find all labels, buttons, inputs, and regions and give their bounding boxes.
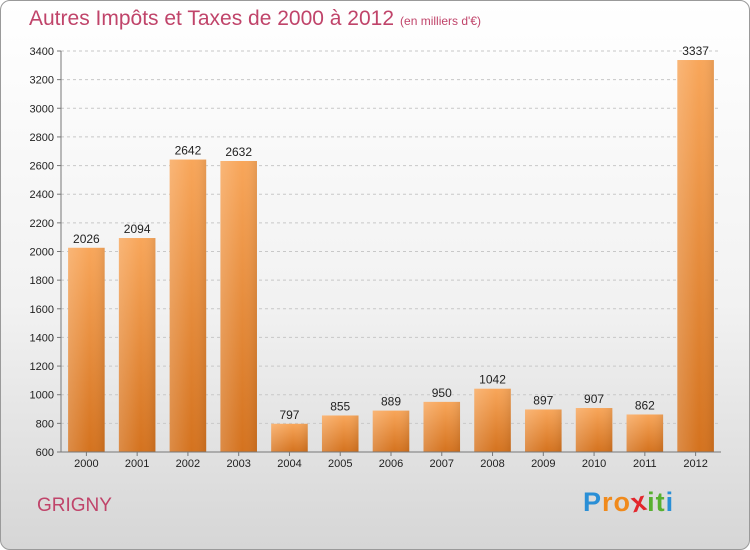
bar-value-label: 2094 bbox=[124, 222, 151, 236]
y-tick-label: 3000 bbox=[30, 103, 54, 115]
y-tick-label: 1800 bbox=[30, 275, 54, 287]
logo-letter: P bbox=[583, 487, 603, 517]
y-tick-label: 3200 bbox=[30, 75, 54, 87]
logo-letter: r bbox=[602, 487, 614, 517]
proxiti-logo[interactable]: Proxiti bbox=[583, 486, 675, 519]
bar-value-label: 897 bbox=[533, 393, 553, 407]
y-tick-label: 1400 bbox=[30, 332, 54, 344]
bar-value-label: 3337 bbox=[682, 44, 709, 58]
chart-subtitle: (en milliers d'€) bbox=[400, 14, 482, 28]
x-tick-label: 2008 bbox=[480, 458, 504, 470]
bar-value-label: 2026 bbox=[73, 232, 100, 246]
y-tick-label: 1200 bbox=[30, 361, 54, 373]
x-tick-label: 2003 bbox=[226, 458, 250, 470]
x-tick-label: 2001 bbox=[125, 458, 149, 470]
bar-value-label: 862 bbox=[635, 398, 655, 412]
chart-title-text: Autres Impôts et Taxes de 2000 à 2012 bbox=[29, 7, 395, 30]
y-tick-label: 1600 bbox=[30, 304, 54, 316]
bar-shade bbox=[68, 247, 105, 452]
y-tick-label: 800 bbox=[36, 418, 54, 430]
x-tick-label: 2002 bbox=[176, 458, 200, 470]
bar-shade bbox=[677, 60, 714, 453]
logo-letter: t bbox=[655, 487, 666, 517]
bar-value-label: 950 bbox=[432, 386, 452, 400]
bar-shade bbox=[169, 159, 207, 452]
x-tick-label: 2005 bbox=[328, 458, 352, 470]
bar-shade bbox=[271, 423, 308, 452]
bar-shade bbox=[525, 409, 562, 452]
bar-value-label: 889 bbox=[381, 395, 401, 409]
logo-letter: i bbox=[665, 487, 675, 517]
y-tick-label: 2200 bbox=[30, 218, 54, 230]
y-tick-label: 2800 bbox=[30, 132, 54, 144]
bar-value-label: 2632 bbox=[225, 145, 252, 159]
bar-shade bbox=[626, 414, 664, 452]
y-tick-label: 2600 bbox=[30, 161, 54, 173]
y-tick-label: 600 bbox=[36, 447, 54, 459]
x-tick-label: 2004 bbox=[277, 458, 301, 470]
city-name: GRIGNY bbox=[37, 495, 112, 516]
bar-shade bbox=[220, 160, 257, 452]
y-tick-label: 1000 bbox=[30, 390, 54, 402]
x-tick-label: 2006 bbox=[379, 458, 403, 470]
bar-shade bbox=[423, 401, 461, 452]
bar-shade bbox=[575, 408, 613, 452]
y-tick-label: 2400 bbox=[30, 189, 54, 201]
bar-value-label: 1042 bbox=[479, 373, 506, 387]
bar-value-label: 797 bbox=[279, 408, 299, 422]
x-tick-label: 2009 bbox=[531, 458, 555, 470]
chart-title: Autres Impôts et Taxes de 2000 à 2012 (en… bbox=[29, 7, 481, 31]
y-tick-label: 2000 bbox=[30, 247, 54, 259]
bar-shade bbox=[118, 238, 156, 452]
x-tick-label: 2007 bbox=[430, 458, 454, 470]
y-tick-label: 3400 bbox=[30, 46, 54, 58]
bar-shade bbox=[372, 410, 410, 452]
x-tick-label: 2011 bbox=[633, 458, 657, 470]
bar-value-label: 2642 bbox=[175, 144, 202, 158]
bar-value-label: 907 bbox=[584, 392, 604, 406]
logo-letter: o bbox=[613, 487, 632, 517]
bar-shade bbox=[321, 415, 359, 452]
bar-value-label: 855 bbox=[330, 399, 350, 413]
x-tick-label: 2000 bbox=[74, 458, 98, 470]
bar-shade bbox=[474, 388, 511, 452]
x-tick-label: 2012 bbox=[683, 458, 707, 470]
logo-letter: i bbox=[647, 487, 656, 517]
x-tick-label: 2010 bbox=[582, 458, 606, 470]
